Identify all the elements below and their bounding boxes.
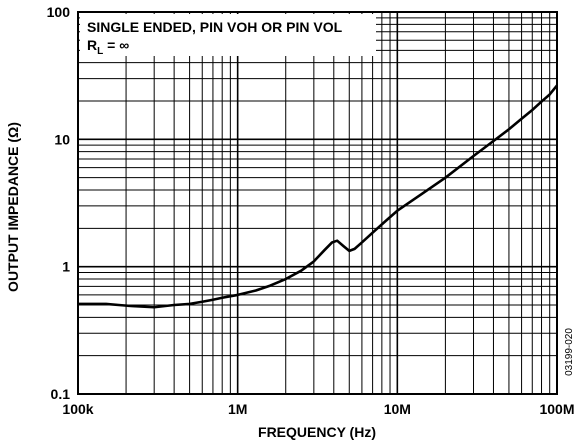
grid <box>77 11 558 395</box>
annotation-line-1: SINGLE ENDED, PIN VOH OR PIN VOL <box>87 19 343 35</box>
x-tick-label: 100M <box>539 401 574 417</box>
annotation-subscript: L <box>97 46 103 57</box>
x-tick-label: 10M <box>384 401 411 417</box>
y-tick-label: 100 <box>47 4 71 20</box>
tick-labels: 100k 1M 10M 100M 0.1 1 10 100 <box>47 4 575 417</box>
annotation-line-2: RL = ∞ <box>87 37 129 57</box>
series-layer <box>78 84 559 309</box>
y-tick-label: 1 <box>62 259 70 275</box>
x-tick-label: 1M <box>228 401 247 417</box>
y-axis-title: OUTPUT IMPEDANCE (Ω) <box>5 122 21 292</box>
y-tick-label: 0.1 <box>51 386 71 402</box>
annotation-r: R <box>87 37 97 53</box>
y-tick-label: 10 <box>54 131 70 147</box>
annotation-infinity: = ∞ <box>103 37 129 53</box>
plot-frame <box>77 11 558 395</box>
x-tick-label: 100k <box>62 401 93 417</box>
annotation-background <box>80 14 376 56</box>
annotation: SINGLE ENDED, PIN VOH OR PIN VOL RL = ∞ <box>80 14 376 57</box>
figure-id: 03199-020 <box>564 328 575 376</box>
x-axis-title: FREQUENCY (Hz) <box>258 424 376 440</box>
series-line <box>78 84 559 309</box>
